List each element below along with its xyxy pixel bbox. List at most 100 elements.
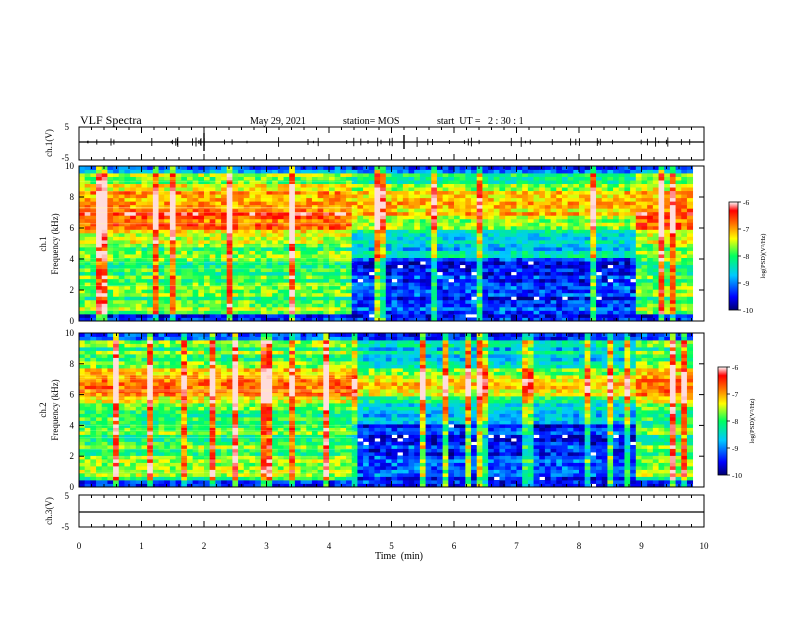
spectrogram-cell xyxy=(284,180,290,184)
spectrogram-cell xyxy=(613,268,619,272)
spectrogram-cell xyxy=(681,289,687,293)
spectrogram-cell xyxy=(227,289,233,293)
spectrogram-cell xyxy=(528,170,534,174)
spectrogram-cell xyxy=(465,215,471,219)
spectrogram-cell xyxy=(318,265,324,269)
spectrogram-cell xyxy=(636,251,642,255)
spectrogram-cell xyxy=(96,251,102,255)
spectrogram-cell xyxy=(142,240,148,244)
spectrogram-cell xyxy=(306,251,312,255)
spectrogram-cell xyxy=(244,191,250,195)
spectrogram-cell xyxy=(170,191,176,195)
ch1-waveform-panel: 5 -5 ch.1(V) xyxy=(44,122,704,163)
spectrogram-cell xyxy=(482,247,488,251)
spectrogram-cell xyxy=(136,314,142,318)
spectrogram-cell xyxy=(437,240,443,244)
spectrogram-cell xyxy=(107,254,113,258)
spectrogram-cell xyxy=(443,191,449,195)
spectrogram-cell xyxy=(170,303,176,307)
spectrogram-cell xyxy=(624,180,630,184)
spectrogram-cell xyxy=(374,194,380,198)
spectrogram-cell xyxy=(289,261,295,265)
spectrogram-cell xyxy=(284,215,290,219)
spectrogram-cell xyxy=(374,307,380,311)
spectrogram-cell xyxy=(488,247,494,251)
spectrogram-cell xyxy=(471,303,477,307)
spectrogram-cell xyxy=(386,289,392,293)
spectrogram-cell xyxy=(363,201,369,205)
spectrogram-cell xyxy=(613,233,619,237)
spectrogram-cell xyxy=(465,300,471,304)
spectrogram-cell xyxy=(454,177,460,181)
spectrogram-cell xyxy=(90,265,96,269)
spectrogram-cell xyxy=(79,240,85,244)
spectrogram-cell xyxy=(397,254,403,258)
spectrogram-cell xyxy=(568,282,574,286)
spectrogram-cell xyxy=(198,205,204,209)
spectrogram-cell xyxy=(397,314,403,318)
spectrogram-cell xyxy=(295,222,301,226)
spectrogram-cell xyxy=(437,198,443,202)
spectrogram-cell xyxy=(187,212,193,216)
spectrogram-cell xyxy=(107,244,113,248)
spectrogram-cell xyxy=(454,201,460,205)
spectrogram-cell xyxy=(596,212,602,216)
spectrogram-cell xyxy=(568,268,574,272)
spectrogram-cell xyxy=(289,289,295,293)
spectrogram-cell xyxy=(392,187,398,191)
spectrogram-cell xyxy=(227,286,233,290)
spectrogram-cell xyxy=(232,247,238,251)
spectrogram-cell xyxy=(323,180,329,184)
spectrogram-cell xyxy=(585,170,591,174)
spectrogram-cell xyxy=(380,293,386,297)
spectrogram-cell xyxy=(659,187,665,191)
spectrogram-cell xyxy=(488,286,494,290)
spectrogram-cell xyxy=(590,261,596,265)
spectrogram-cell xyxy=(409,170,415,174)
spectrogram-cell xyxy=(613,282,619,286)
spectrogram-cell xyxy=(676,279,682,283)
spectrogram-cell xyxy=(238,187,244,191)
spectrogram-cell xyxy=(221,173,227,177)
spectrogram-cell xyxy=(545,219,551,223)
spectrogram-cell xyxy=(312,170,318,174)
spectrogram-cell xyxy=(539,268,545,272)
spectrogram-cell xyxy=(96,275,102,279)
spectrogram-cell xyxy=(119,184,125,188)
spectrogram-cell xyxy=(187,296,193,300)
spectrogram-cell xyxy=(562,198,568,202)
spectrogram-cell xyxy=(403,173,409,177)
spectrogram-cell xyxy=(477,254,483,258)
spectrogram-cell xyxy=(414,177,420,181)
spectrogram-cell xyxy=(380,187,386,191)
spectrogram-cell xyxy=(352,170,358,174)
spectrogram-cell xyxy=(624,173,630,177)
spectrogram-cell xyxy=(443,261,449,265)
spectrogram-cell xyxy=(261,265,267,269)
spectrogram-cell xyxy=(215,177,221,181)
spectrogram-cell xyxy=(488,215,494,219)
spectrogram-cell xyxy=(556,194,562,198)
spectrogram-cell xyxy=(528,177,534,181)
spectrogram-cell xyxy=(90,286,96,290)
spectrogram-cell xyxy=(681,247,687,251)
spectrogram-cell xyxy=(323,205,329,209)
spectrogram-cell xyxy=(659,258,665,262)
spectrogram-cell xyxy=(602,219,608,223)
spectrogram-cell xyxy=(562,261,568,265)
spectrogram-cell xyxy=(545,310,551,314)
spectrogram-cell xyxy=(386,272,392,276)
spectrogram-cell xyxy=(687,282,693,286)
spectrogram-cell xyxy=(477,265,483,269)
spectrogram-cell xyxy=(187,300,193,304)
spectrogram-cell xyxy=(431,226,437,230)
spectrogram-cell xyxy=(198,236,204,240)
spectrogram-cell xyxy=(261,198,267,202)
spectrogram-cell xyxy=(528,208,534,212)
spectrogram-cell xyxy=(409,236,415,240)
spectrogram-cell xyxy=(85,194,91,198)
spectrogram-cell xyxy=(414,215,420,219)
spectrogram-cell xyxy=(431,251,437,255)
spectrogram-cell xyxy=(124,275,130,279)
